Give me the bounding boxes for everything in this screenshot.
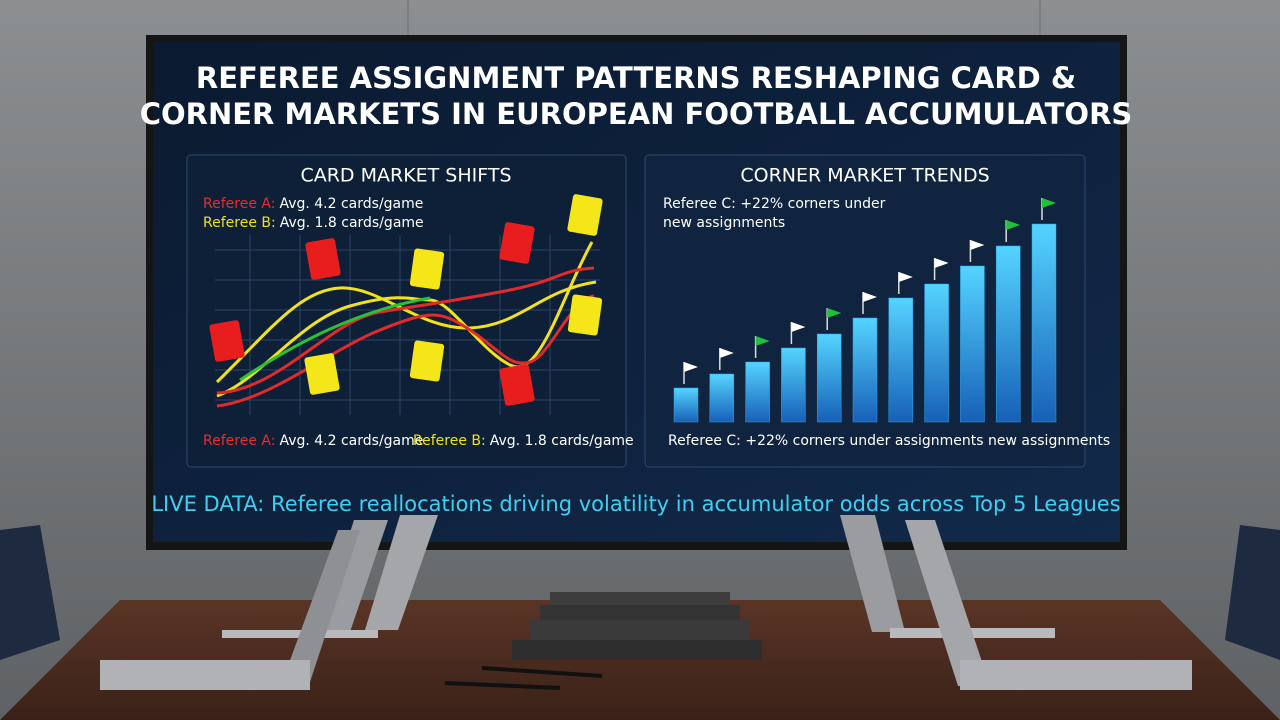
legend-entry: Referee B: Avg. 1.8 cards/game <box>203 215 424 231</box>
flag <box>719 348 734 358</box>
flag <box>755 336 770 346</box>
bar <box>673 387 699 423</box>
chair <box>1225 525 1280 660</box>
legend-label: Referee A: <box>203 433 275 449</box>
laptops <box>100 515 1192 690</box>
bar <box>816 333 842 423</box>
title: CORNER MARKETS IN EUROPEAN FOOTBALL ACCU… <box>140 97 1133 131</box>
bar <box>924 283 949 423</box>
chair <box>0 525 60 660</box>
title: REFEREE ASSIGNMENT PATTERNS RESHAPING CA… <box>196 61 1076 95</box>
legend-label: Referee B: <box>203 215 276 231</box>
bar <box>960 265 985 423</box>
bar <box>888 297 914 423</box>
legend-text: Avg. 4.2 cards/game <box>279 433 423 449</box>
panel-note: new assignments <box>663 215 785 231</box>
flag <box>827 308 842 318</box>
bar <box>852 317 878 423</box>
legend-text: Avg. 1.8 cards/game <box>280 215 424 231</box>
flag <box>1006 220 1021 230</box>
flag <box>1042 198 1056 208</box>
legend-entry: Referee B: Avg. 1.8 cards/game <box>413 433 634 449</box>
legend-entry: Referee A: Avg. 4.2 cards/game <box>203 196 423 212</box>
legend-label: Referee B: <box>413 433 486 449</box>
pens <box>444 666 603 690</box>
card-icons <box>209 194 603 406</box>
legend-text: Avg. 1.8 cards/game <box>490 433 634 449</box>
books <box>512 592 762 660</box>
panel-footer: Referee C: +22% corners under assignment… <box>668 433 1110 449</box>
legend-text: Avg. 4.2 cards/game <box>279 196 423 212</box>
flag <box>898 272 913 282</box>
bar <box>781 347 806 423</box>
bar <box>709 373 735 423</box>
legend-entry: Referee A: Avg. 4.2 cards/game <box>203 433 423 449</box>
legend-label: Referee A: <box>203 196 275 212</box>
flag <box>684 362 698 372</box>
bar <box>745 361 770 423</box>
bar <box>1031 223 1057 423</box>
flag <box>863 292 877 302</box>
panel-title: CORNER MARKET TRENDS <box>740 165 989 187</box>
ticker: LIVE DATA: Referee reallocations driving… <box>151 492 1120 516</box>
bar <box>995 245 1021 423</box>
flag <box>934 258 949 268</box>
corner-bars <box>673 198 1057 423</box>
flag <box>970 240 985 250</box>
panel-note: Referee C: +22% corners under <box>663 196 886 212</box>
flag <box>791 322 806 332</box>
panel-title: CARD MARKET SHIFTS <box>300 165 511 187</box>
